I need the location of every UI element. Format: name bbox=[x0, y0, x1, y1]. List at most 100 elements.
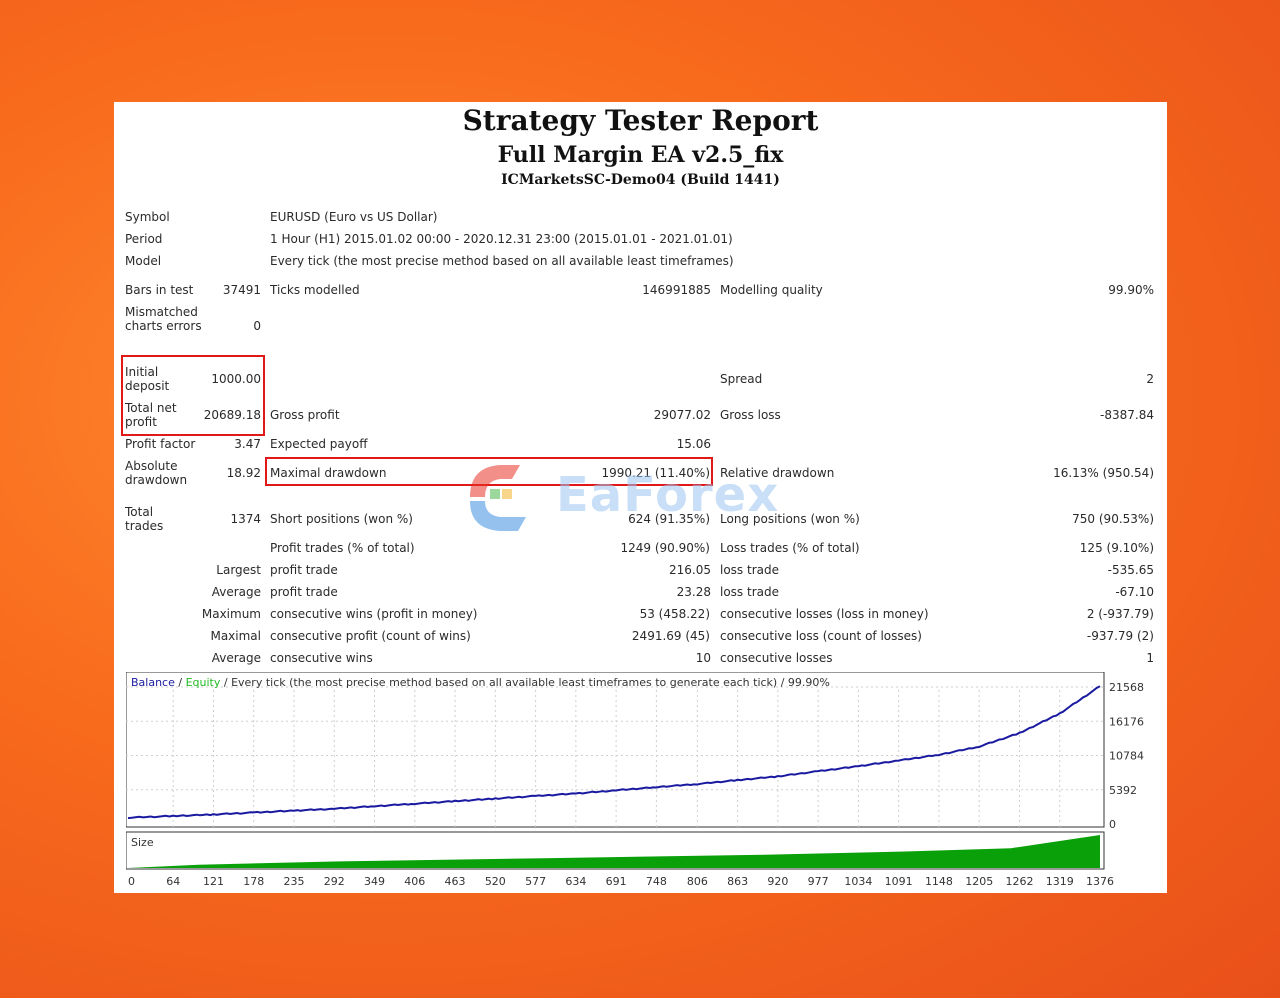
maximal-consecutive-loss-value: -937.79 (2) bbox=[1086, 629, 1154, 643]
gross-profit-label: Gross profit bbox=[270, 408, 340, 422]
size-area bbox=[128, 835, 1100, 868]
maximum-label: Maximum bbox=[201, 607, 261, 621]
long-positions-value: 750 (90.53%) bbox=[1072, 512, 1154, 526]
expected-payoff-value: 15.06 bbox=[676, 437, 711, 451]
loss-trades-value: 125 (9.10%) bbox=[1079, 541, 1154, 555]
x-tick-label: 1376 bbox=[1086, 875, 1114, 888]
average-loss-label: loss trade bbox=[720, 585, 779, 599]
gross-loss-value: -8387.84 bbox=[1100, 408, 1154, 422]
total-trades-value: 1374 bbox=[230, 512, 261, 526]
gross-loss-label: Gross loss bbox=[720, 408, 781, 422]
model-label: Model bbox=[125, 254, 162, 268]
spread-label: Spread bbox=[720, 372, 763, 386]
max-consecutive-wins-label: consecutive wins (profit in money) bbox=[270, 607, 478, 621]
main-plot-frame bbox=[125, 671, 1105, 828]
balance-chart-svg: Balance / Equity / Every tick (the most … bbox=[125, 671, 1144, 888]
maximal-consecutive-profit-label: consecutive profit (count of wins) bbox=[270, 629, 471, 643]
x-tick-label: 1034 bbox=[844, 875, 872, 888]
x-tick-label: 406 bbox=[404, 875, 425, 888]
initial-deposit-value: 1000.00 bbox=[211, 372, 261, 386]
y-tick-label: 0 bbox=[1109, 818, 1116, 831]
mismatched-label: Mismatched charts errors bbox=[125, 305, 202, 333]
symbol-label: Symbol bbox=[125, 210, 170, 224]
x-tick-label: 691 bbox=[606, 875, 627, 888]
x-tick-label: 292 bbox=[324, 875, 345, 888]
x-tick-label: 748 bbox=[646, 875, 667, 888]
legend-description: / Every tick (the most precise method ba… bbox=[220, 676, 830, 689]
avg-consecutive-losses-value: 1 bbox=[1146, 651, 1154, 665]
quality-value: 99.90% bbox=[1108, 283, 1154, 297]
largest-label: Largest bbox=[216, 563, 261, 577]
absolute-drawdown-label: Absolute drawdown bbox=[125, 459, 188, 487]
largest-loss-value: -535.65 bbox=[1107, 563, 1154, 577]
period-value: 1 Hour (H1) 2015.01.02 00:00 - 2020.12.3… bbox=[270, 232, 733, 246]
legend-sep: / bbox=[175, 676, 186, 689]
avg-consecutive-wins-value: 10 bbox=[695, 651, 711, 665]
x-tick-label: 1319 bbox=[1046, 875, 1074, 888]
largest-loss-label: loss trade bbox=[720, 563, 779, 577]
net-profit-label: Total net profit bbox=[125, 401, 177, 429]
watermark-text: EaForex bbox=[556, 467, 780, 523]
eaforex-logo-icon bbox=[470, 465, 526, 531]
x-tick-label: 178 bbox=[243, 875, 264, 888]
profit-trades-label: Profit trades (% of total) bbox=[270, 541, 415, 555]
total-trades-label: Total trades bbox=[125, 505, 164, 533]
y-tick-labels: 21568 16176 10784 5392 0 bbox=[1109, 681, 1144, 831]
ea-name: Full Margin EA v2.5_fix bbox=[497, 142, 784, 168]
ticks-label: Ticks modelled bbox=[270, 283, 360, 297]
profit-factor-value: 3.47 bbox=[234, 437, 261, 451]
max-consecutive-losses-value: 2 (-937.79) bbox=[1086, 607, 1154, 621]
x-tick-labels: 0 64 121 178 235 292 349 406 463 520 577 634 691 748 8… bbox=[128, 875, 1114, 888]
average-consecutive-label: Average bbox=[211, 651, 261, 665]
x-tick-label: 1262 bbox=[1005, 875, 1033, 888]
average-profit-value: 23.28 bbox=[676, 585, 711, 599]
profit-trades-value: 1249 (90.90%) bbox=[620, 541, 710, 555]
relative-drawdown-label: Relative drawdown bbox=[720, 466, 835, 480]
x-tick-label: 920 bbox=[767, 875, 788, 888]
x-tick-label: 463 bbox=[445, 875, 466, 888]
period-label: Period bbox=[125, 232, 163, 246]
x-tick-label: 577 bbox=[525, 875, 546, 888]
maximal-drawdown-value: 1990.21 (11.40%) bbox=[601, 466, 710, 480]
absolute-drawdown-value: 18.92 bbox=[226, 466, 261, 480]
short-positions-value: 624 (91.35%) bbox=[628, 512, 710, 526]
max-consecutive-wins-value: 53 (458.22) bbox=[639, 607, 710, 621]
legend-balance: Balance bbox=[131, 676, 175, 689]
x-tick-label: 520 bbox=[485, 875, 506, 888]
average-profit-label: profit trade bbox=[270, 585, 338, 599]
maximal-drawdown-label: Maximal drawdown bbox=[270, 466, 387, 480]
y-tick-label: 16176 bbox=[1109, 715, 1144, 728]
balance-line bbox=[127, 685, 1101, 820]
profit-factor-label: Profit factor bbox=[125, 437, 196, 451]
largest-profit-label: profit trade bbox=[270, 563, 338, 577]
y-tick-label: 5392 bbox=[1109, 784, 1137, 797]
x-tick-label: 64 bbox=[166, 875, 180, 888]
short-positions-label: Short positions (won %) bbox=[270, 512, 413, 526]
x-tick-label: 1091 bbox=[885, 875, 913, 888]
largest-profit-value: 216.05 bbox=[669, 563, 711, 577]
size-area-group bbox=[128, 835, 1100, 868]
maximal-consecutive-loss-label: consecutive loss (count of losses) bbox=[720, 629, 922, 643]
x-tick-label: 977 bbox=[808, 875, 829, 888]
x-tick-label: 349 bbox=[364, 875, 385, 888]
model-value: Every tick (the most precise method base… bbox=[270, 254, 734, 268]
server-name: ICMarketsSC-Demo04 (Build 1441) bbox=[501, 172, 780, 188]
bars-value: 37491 bbox=[222, 283, 261, 297]
x-tick-label: 1205 bbox=[965, 875, 993, 888]
gross-profit-value: 29077.02 bbox=[653, 408, 711, 422]
average-label: Average bbox=[211, 585, 261, 599]
initial-deposit-label: Initial deposit bbox=[125, 365, 170, 393]
symbol-value: EURUSD (Euro vs US Dollar) bbox=[270, 210, 438, 224]
spread-value: 2 bbox=[1146, 372, 1154, 386]
strategy-tester-report: Strategy Tester Report Full Margin EA v2… bbox=[114, 102, 1167, 893]
average-loss-value: -67.10 bbox=[1115, 585, 1154, 599]
balance-chart: Balance / Equity / Every tick (the most … bbox=[125, 671, 1166, 888]
size-label: Size bbox=[131, 836, 154, 849]
y-tick-label: 21568 bbox=[1109, 681, 1144, 694]
avg-consecutive-wins-label: consecutive wins bbox=[270, 651, 373, 665]
deposit-profit-highlight bbox=[121, 355, 265, 436]
relative-drawdown-value: 16.13% (950.54) bbox=[1053, 466, 1154, 480]
x-tick-label: 1148 bbox=[925, 875, 953, 888]
ticks-value: 146991885 bbox=[642, 283, 711, 297]
chart-legend: Balance / Equity / Every tick (the most … bbox=[131, 676, 830, 689]
